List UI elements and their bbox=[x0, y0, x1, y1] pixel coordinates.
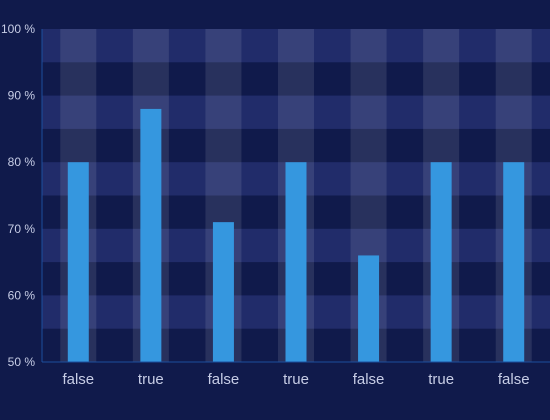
x-category-label: false bbox=[208, 371, 240, 388]
axes bbox=[41, 29, 550, 363]
x-category-label: true bbox=[428, 371, 454, 388]
y-tick-label: 50 % bbox=[8, 355, 36, 369]
bar-7 bbox=[503, 162, 525, 362]
grid-band bbox=[42, 29, 550, 63]
x-category-label: true bbox=[283, 371, 309, 388]
x-category-label: true bbox=[138, 371, 164, 388]
y-tick-label: 100 % bbox=[1, 22, 35, 36]
bar-1 bbox=[67, 162, 89, 362]
y-tick-label: 90 % bbox=[8, 89, 36, 103]
y-axis-tick-labels: 50 % 60 % 70 % 80 % 90 % 100 % bbox=[1, 22, 35, 369]
bar-5 bbox=[358, 255, 380, 362]
bar-2 bbox=[140, 108, 162, 362]
bar-3 bbox=[212, 222, 234, 362]
y-tick-label: 70 % bbox=[8, 222, 36, 236]
y-tick-label: 80 % bbox=[8, 155, 36, 169]
bars bbox=[67, 108, 525, 362]
bar-4 bbox=[285, 162, 307, 362]
bar-6 bbox=[430, 162, 452, 362]
x-axis-category-labels: false true false true false true false bbox=[62, 371, 529, 388]
x-category-label: false bbox=[62, 371, 94, 388]
x-category-label: false bbox=[353, 371, 385, 388]
grid-band bbox=[42, 95, 550, 129]
y-tick-label: 60 % bbox=[8, 288, 36, 302]
x-category-label: false bbox=[498, 371, 530, 388]
